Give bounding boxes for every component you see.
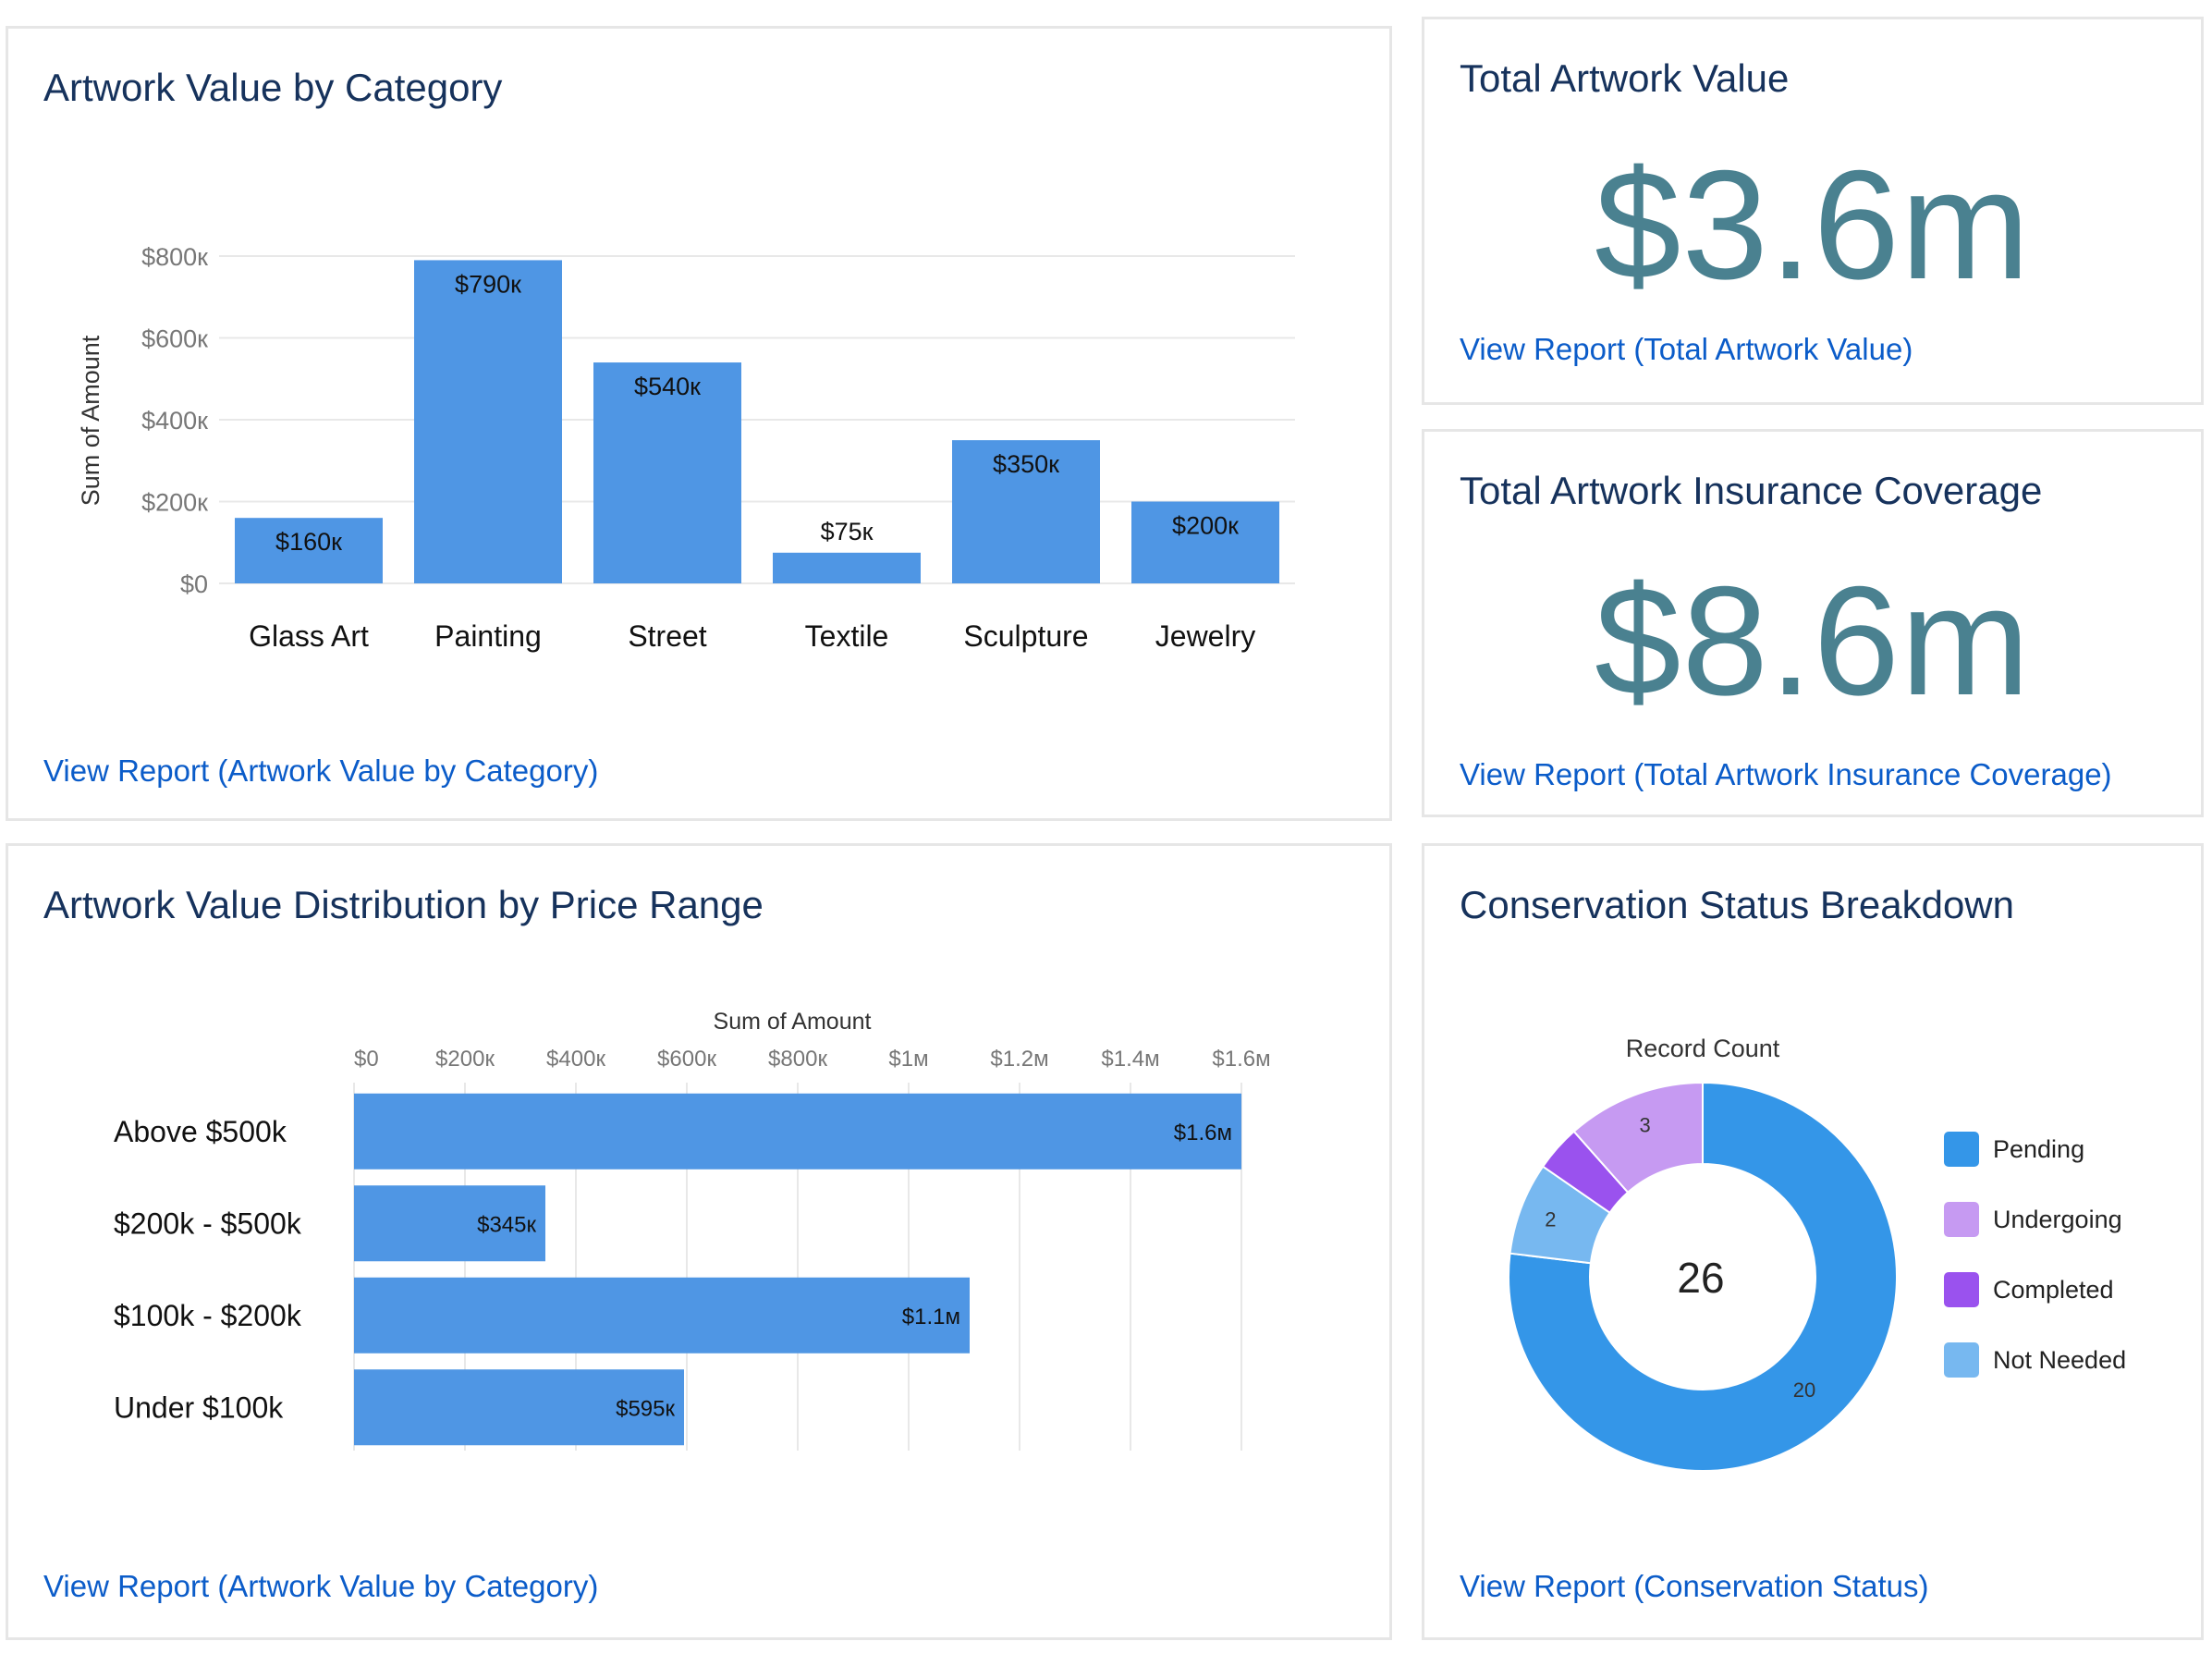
view-report-link[interactable]: View Report (Conservation Status) bbox=[1460, 1569, 1929, 1603]
legend-label: Not Needed bbox=[1993, 1345, 2127, 1374]
y-category-label: $200k - $500k bbox=[114, 1207, 302, 1240]
x-category-label: Sculpture bbox=[963, 619, 1088, 653]
y-category-label: Under $100k bbox=[114, 1390, 284, 1424]
category-bar-chart: $0 $200к $400к $600к $800к Sum of Amount $160к… bbox=[77, 243, 1295, 653]
x-tick-label: $1м bbox=[888, 1047, 928, 1072]
view-report-link[interactable]: View Report (Artwork Value by Category) bbox=[43, 753, 599, 788]
legend-label: Completed bbox=[1993, 1275, 2114, 1304]
legend-swatch bbox=[1944, 1202, 1979, 1237]
view-report-link[interactable]: View Report (Total Artwork Value) bbox=[1460, 332, 1913, 366]
artwork-value-by-category-card: Artwork Value by Category $0 $200к $400к $6… bbox=[6, 26, 1392, 821]
bar-painting[interactable] bbox=[414, 260, 562, 583]
y-tick-label: $0 bbox=[180, 570, 208, 598]
legend-item-completed[interactable]: Completed bbox=[1944, 1255, 2126, 1325]
bar-sculpture[interactable] bbox=[952, 440, 1100, 583]
legend-item-undergoing[interactable]: Undergoing bbox=[1944, 1184, 2126, 1255]
x-category-label: Glass Art bbox=[249, 619, 369, 653]
x-category-label: Jewelry bbox=[1155, 619, 1255, 653]
bar-range-1[interactable] bbox=[354, 1093, 1241, 1170]
total-artwork-value-card: Total Artwork Value $3.6m View Report (T… bbox=[1422, 17, 2204, 405]
slice-pending[interactable] bbox=[1508, 1081, 1898, 1472]
slice-label: 2 bbox=[1545, 1208, 1556, 1231]
card-title: Conservation Status Breakdown bbox=[1460, 883, 2014, 926]
card-title: Total Artwork Value bbox=[1460, 56, 1790, 100]
bar-data-label: $540к bbox=[634, 373, 701, 400]
x-tick-label: $1.4м bbox=[1101, 1047, 1159, 1072]
legend-swatch bbox=[1944, 1272, 1979, 1307]
x-category-label: Street bbox=[628, 619, 706, 653]
bar-data-label: $200к bbox=[1172, 512, 1239, 540]
slice-label: 3 bbox=[1639, 1113, 1650, 1136]
donut-title: Record Count bbox=[1626, 1035, 1780, 1062]
slice-label: 20 bbox=[1793, 1378, 1815, 1402]
donut-total: 26 bbox=[1677, 1254, 1724, 1302]
bar-data-label: $160к bbox=[275, 528, 342, 556]
x-tick-label: $600к bbox=[657, 1047, 716, 1072]
x-category-label: Painting bbox=[434, 619, 542, 653]
slice-undergoing[interactable] bbox=[1572, 1081, 1704, 1194]
legend-label: Pending bbox=[1993, 1134, 2085, 1163]
bar-street[interactable] bbox=[593, 362, 741, 583]
bar-data-label: $790к bbox=[455, 270, 521, 298]
bar-data-label: $1.6м bbox=[1174, 1121, 1232, 1145]
bar-range-4[interactable] bbox=[354, 1369, 684, 1446]
insurance-coverage-card: Total Artwork Insurance Coverage $8.6m V… bbox=[1422, 429, 2204, 817]
y-tick-label: $600к bbox=[141, 325, 208, 353]
bar-data-label: $350к bbox=[993, 450, 1059, 478]
bar-range-3[interactable] bbox=[354, 1277, 970, 1354]
y-tick-label: $200к bbox=[141, 489, 208, 517]
legend-swatch bbox=[1944, 1132, 1979, 1167]
card-title: Artwork Value Distribution by Price Rang… bbox=[43, 883, 764, 926]
bar-data-label: $595к bbox=[616, 1396, 675, 1421]
legend-item-pending[interactable]: Pending bbox=[1944, 1114, 2126, 1184]
y-axis-label: Sum of Amount bbox=[77, 335, 104, 506]
bar-glass-art[interactable] bbox=[235, 518, 383, 583]
chart-legend: Pending Undergoing Completed Not Needed bbox=[1944, 1114, 2126, 1395]
x-tick-label: $0 bbox=[354, 1047, 379, 1072]
bar-data-label: $345к bbox=[477, 1212, 536, 1237]
y-tick-label: $400к bbox=[141, 407, 208, 435]
price-range-bar-chart: Sum of Amount $0 $200к $400к $600к $800к $1м $1… bbox=[114, 1009, 1271, 1451]
value-distribution-card: Artwork Value Distribution by Price Rang… bbox=[6, 843, 1392, 1640]
legend-swatch bbox=[1944, 1342, 1979, 1378]
view-report-link[interactable]: View Report (Artwork Value by Category) bbox=[43, 1569, 599, 1603]
card-title: Artwork Value by Category bbox=[43, 66, 503, 109]
bar-data-label: $75к bbox=[821, 518, 874, 545]
bar-data-label: $1.1м bbox=[902, 1305, 960, 1329]
y-category-label: Above $500k bbox=[114, 1115, 287, 1148]
conservation-status-card: Conservation Status Breakdown Record Cou… bbox=[1422, 843, 2204, 1640]
total-value-metric: $3.6m bbox=[1595, 138, 2031, 312]
x-tick-label: $1.6м bbox=[1212, 1047, 1270, 1072]
bar-jewelry[interactable] bbox=[1131, 501, 1279, 584]
x-category-label: Textile bbox=[805, 619, 889, 653]
x-tick-label: $800к bbox=[768, 1047, 827, 1072]
x-tick-label: $1.2м bbox=[990, 1047, 1048, 1072]
legend-item-not-needed[interactable]: Not Needed bbox=[1944, 1325, 2126, 1395]
insurance-coverage-metric: $8.6m bbox=[1595, 554, 2031, 728]
y-tick-label: $800к bbox=[141, 243, 208, 271]
y-category-label: $100k - $200k bbox=[114, 1299, 302, 1332]
x-tick-label: $400к bbox=[546, 1047, 605, 1072]
bar-textile[interactable] bbox=[773, 552, 921, 583]
legend-label: Undergoing bbox=[1993, 1205, 2122, 1233]
x-tick-label: $200к bbox=[435, 1047, 495, 1072]
x-axis-label: Sum of Amount bbox=[714, 1009, 872, 1035]
view-report-link[interactable]: View Report (Total Artwork Insurance Cov… bbox=[1460, 757, 2112, 791]
card-title: Total Artwork Insurance Coverage bbox=[1460, 469, 2043, 512]
bar-range-2[interactable] bbox=[354, 1185, 545, 1262]
